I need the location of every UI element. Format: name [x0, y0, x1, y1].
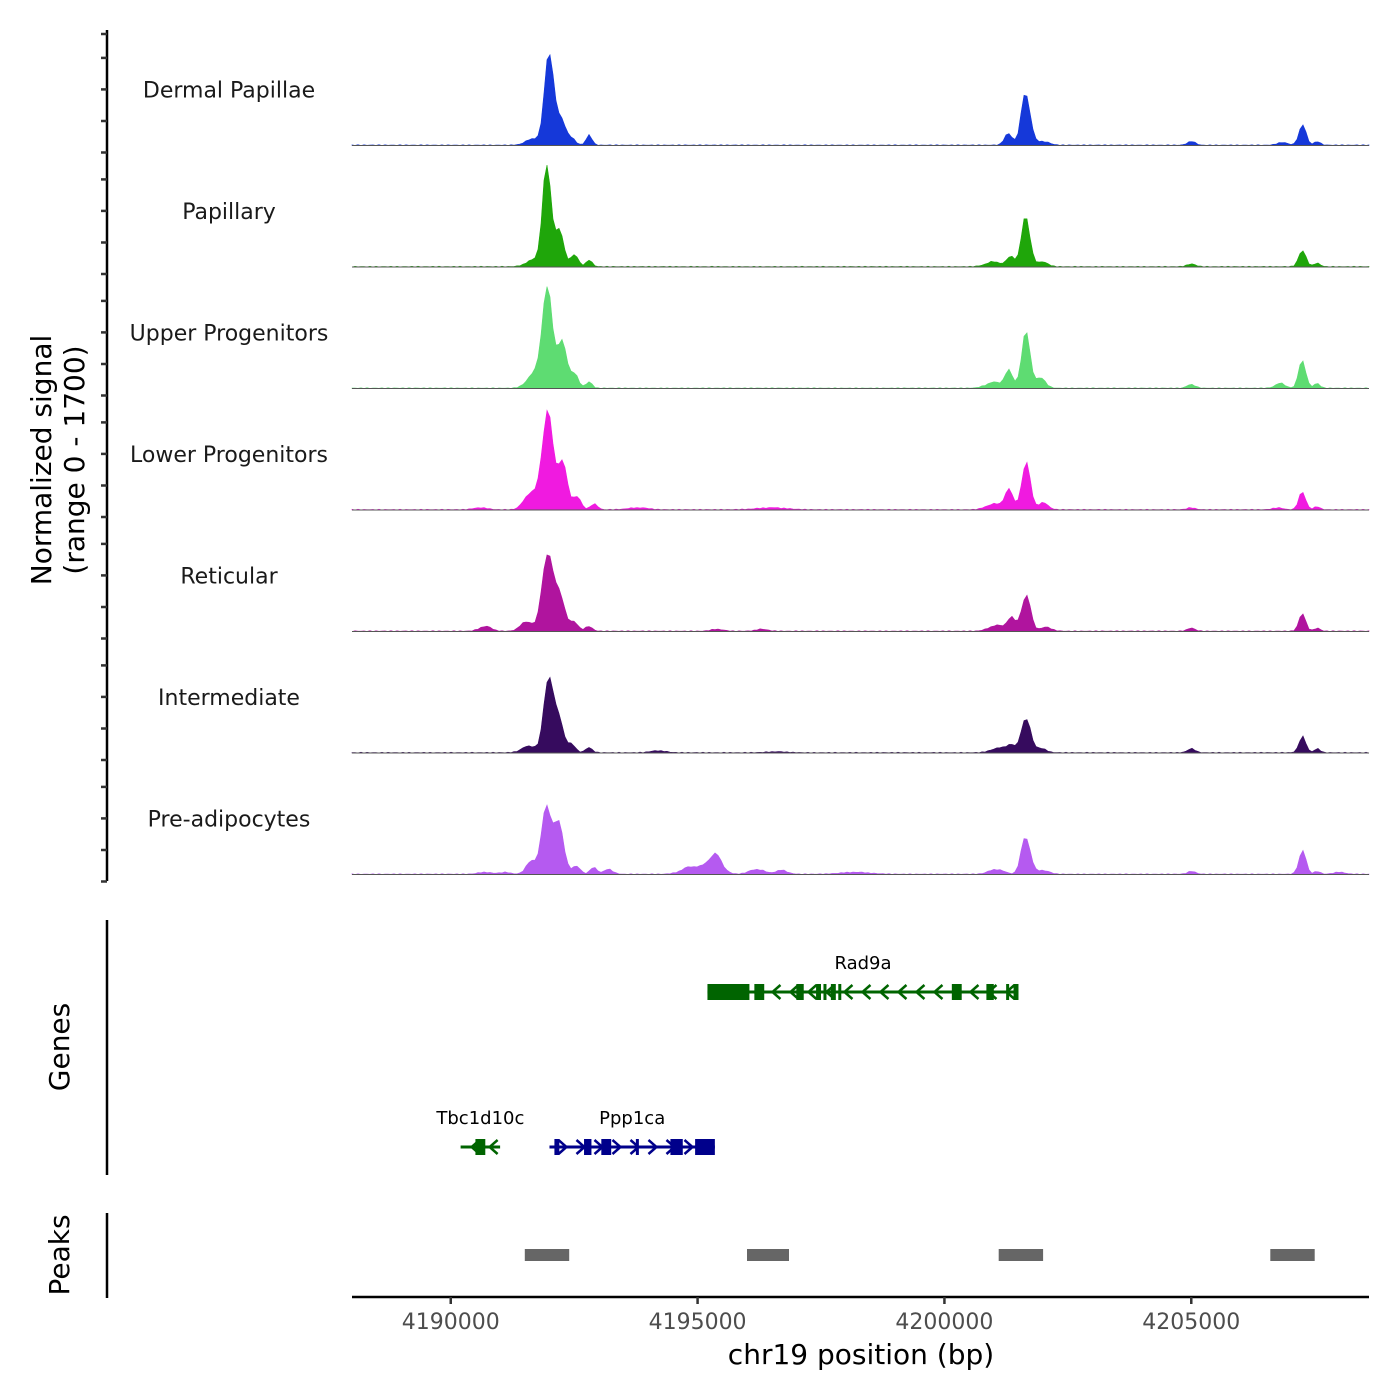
exon-tbc1d10c — [475, 1139, 486, 1155]
strand-arrow-rad9a — [806, 984, 818, 1000]
peak-region — [1270, 1249, 1315, 1261]
exon-rad9a — [1006, 984, 1010, 1000]
x-axis-title: chr19 position (bp) — [728, 1338, 994, 1371]
exon-ppp1ca — [670, 1139, 683, 1155]
strand-arrow-rad9a — [896, 984, 908, 1000]
track-lower-progenitors: Lower Progenitors — [130, 409, 1370, 511]
coverage-area-upper-progenitors — [351, 286, 1370, 389]
coverage-area-intermediate — [351, 676, 1370, 754]
gene-annotation-panel: Genes Rad9a Tbc1d10c Ppp1ca — [43, 920, 1019, 1175]
x-tick-label: 4200000 — [895, 1310, 993, 1335]
track-label-papillary: Papillary — [182, 200, 276, 225]
gene-label-rad9a: Rad9a — [834, 953, 891, 974]
strand-arrow-rad9a — [860, 984, 872, 1000]
strand-arrow-rad9a — [878, 984, 890, 1000]
coverage-tracks: Dermal Papillae Papillary Upper Progenitor… — [130, 53, 1370, 875]
peak-region — [998, 1249, 1044, 1261]
signal-y-axis — [101, 30, 109, 883]
track-intermediate: Intermediate — [158, 676, 1370, 754]
coverage-area-reticular — [351, 554, 1370, 632]
strand-arrow-rad9a — [932, 984, 944, 1000]
exon-ppp1ca — [584, 1139, 592, 1155]
peaks-panel-title: Peaks — [43, 1214, 76, 1295]
coverage-area-papillary — [351, 165, 1370, 268]
track-papillary: Papillary — [182, 165, 1370, 268]
exon-rad9a — [1013, 984, 1019, 1000]
x-tick-label: 4195000 — [649, 1310, 747, 1335]
track-label-lower-progenitors: Lower Progenitors — [130, 443, 328, 468]
track-dermal-papillae: Dermal Papillae — [143, 53, 1370, 146]
strand-arrow-ppp1ca — [647, 1139, 659, 1155]
track-reticular: Reticular — [180, 554, 1370, 632]
exon-rad9a — [796, 984, 804, 1000]
strand-arrow-rad9a — [968, 984, 980, 1000]
gene-label-ppp1ca: Ppp1ca — [599, 1108, 665, 1129]
x-tick-label: 4190000 — [402, 1310, 500, 1335]
track-label-pre-adipocytes: Pre-adipocytes — [148, 808, 311, 833]
y-axis-title-line1: Normalized signal — [25, 335, 58, 586]
exon-ppp1ca — [554, 1139, 560, 1155]
strand-arrow-tbc1d10c — [487, 1139, 499, 1155]
exon-rad9a — [707, 984, 750, 1000]
peak-region — [747, 1249, 789, 1261]
strand-arrow-rad9a — [914, 984, 926, 1000]
exon-ppp1ca — [601, 1139, 612, 1155]
signal-y-axis-title: Normalized signal (range 0 - 1700) — [25, 335, 91, 586]
strand-arrow-ppp1ca — [683, 1139, 695, 1155]
gene-rad9a: Rad9a — [707, 953, 1019, 1000]
exon-rad9a — [816, 984, 822, 1000]
track-label-reticular: Reticular — [180, 565, 278, 590]
strand-arrow-rad9a — [770, 984, 782, 1000]
strand-arrow-ppp1ca — [557, 1139, 569, 1155]
exon-rad9a — [838, 984, 842, 1000]
exon-ppp1ca — [695, 1139, 715, 1155]
genes-panel-title: Genes — [43, 1003, 76, 1091]
peak-panel: Peaks — [43, 1213, 1315, 1298]
track-label-upper-progenitors: Upper Progenitors — [130, 322, 329, 347]
gene-label-tbc1d10c: Tbc1d10c — [435, 1108, 524, 1129]
exon-rad9a — [951, 984, 962, 1000]
track-pre-adipocytes: Pre-adipocytes — [148, 804, 1370, 875]
genomic-x-axis: 4190000 4195000 4200000 4205000 — [352, 1295, 1369, 1335]
track-label-intermediate: Intermediate — [158, 686, 300, 711]
track-label-dermal-papillae: Dermal Papillae — [143, 79, 315, 104]
exon-rad9a — [830, 984, 836, 1000]
exon-rad9a — [986, 984, 994, 1000]
strand-arrow-ppp1ca — [611, 1139, 623, 1155]
gene-tbc1d10c: Tbc1d10c — [435, 1108, 524, 1155]
exon-ppp1ca — [635, 1139, 639, 1155]
exon-rad9a — [754, 984, 765, 1000]
exon-rad9a — [823, 984, 827, 1000]
strand-arrow-rad9a — [788, 984, 800, 1000]
x-tick-label: 4205000 — [1142, 1310, 1240, 1335]
track-upper-progenitors: Upper Progenitors — [130, 286, 1370, 389]
peak-region — [524, 1249, 570, 1261]
coverage-area-dermal-papillae — [351, 53, 1370, 146]
coverage-area-pre-adipocytes — [351, 804, 1370, 875]
coverage-area-lower-progenitors — [351, 409, 1370, 511]
y-axis-title-line2: (range 0 - 1700) — [58, 345, 91, 574]
gene-ppp1ca: Ppp1ca — [549, 1108, 715, 1155]
strand-arrow-rad9a — [842, 984, 854, 1000]
